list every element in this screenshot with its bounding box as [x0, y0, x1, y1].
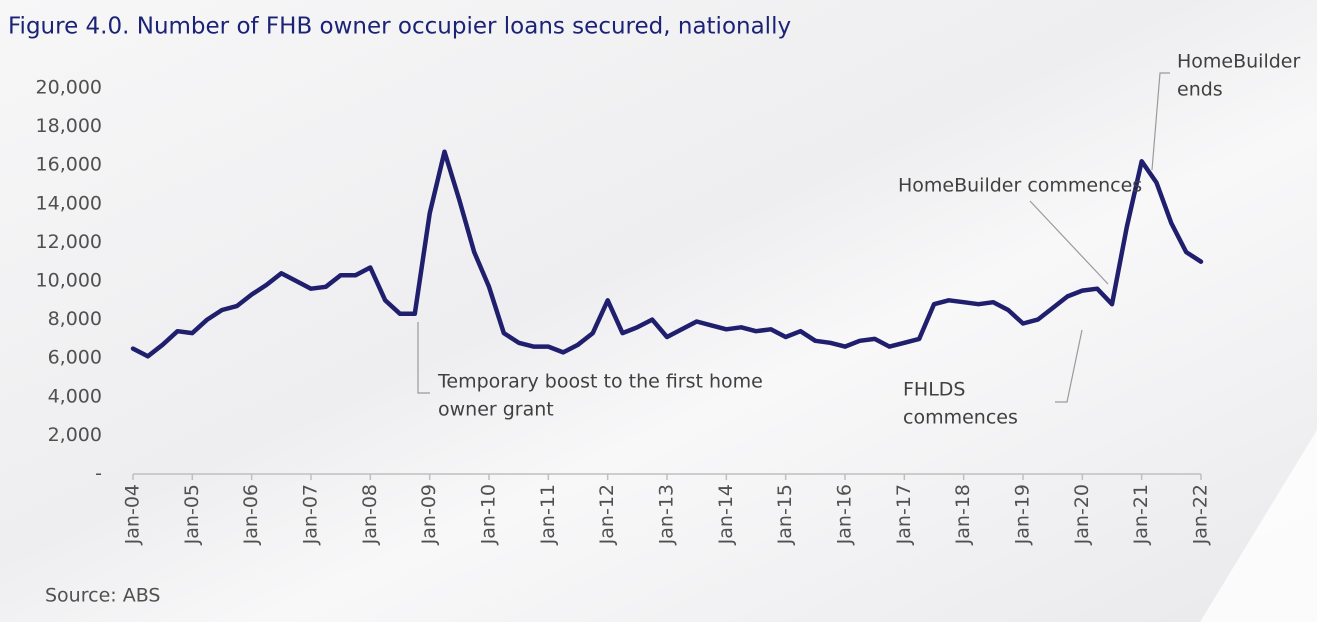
annotation: HomeBuilder commences — [898, 175, 1142, 197]
x-tick-label: Jan-08 — [359, 484, 381, 545]
annotation: ends — [1177, 79, 1223, 101]
x-tick-label: Jan-15 — [774, 484, 796, 545]
y-tick-label: 2,000 — [48, 424, 102, 446]
plot-area: - 2,000 4,000 6,000 8,000 10,000 12,000 14,000 1… — [36, 51, 1301, 546]
x-tick-label: Jan-19 — [1012, 484, 1034, 545]
y-tick-label: 4,000 — [48, 385, 102, 407]
annotation: commences — [903, 407, 1018, 429]
chart-title: Figure 4.0. Number of FHB owner occupier… — [8, 14, 791, 40]
x-tick-label: Jan-06 — [240, 484, 262, 545]
y-tick-label: 16,000 — [36, 154, 102, 176]
x-tick-label: Jan-17 — [893, 484, 915, 545]
x-tick-label: Jan-22 — [1190, 484, 1212, 545]
x-tick-label: Jan-10 — [478, 484, 500, 545]
x-tick-label: Jan-16 — [834, 484, 856, 545]
y-tick-label: 18,000 — [36, 115, 102, 137]
x-tick-label: Jan-20 — [1071, 484, 1093, 545]
series-line — [130, 149, 1204, 359]
y-tick-label: 10,000 — [36, 270, 102, 292]
y-tick-label: 6,000 — [48, 347, 102, 369]
leader-line — [1151, 72, 1170, 171]
annotation: HomeBuilder — [1177, 51, 1300, 73]
x-tick-label: Jan-14 — [715, 484, 737, 545]
x-tick-label: Jan-12 — [596, 484, 618, 545]
x-tick-label: Jan-11 — [537, 484, 559, 545]
x-tick-label: Jan-09 — [418, 484, 440, 545]
x-tick-label: Jan-21 — [1130, 484, 1152, 545]
x-tick-label: Jan-13 — [656, 484, 678, 545]
y-tick-label: 14,000 — [36, 192, 102, 214]
annotation: FHLDS — [903, 379, 966, 401]
x-tick-label: Jan-04 — [122, 484, 144, 545]
y-tick-label: 8,000 — [48, 308, 102, 330]
x-tick-label: Jan-07 — [300, 484, 322, 545]
leader-line — [417, 322, 430, 394]
annotation: owner grant — [438, 399, 554, 421]
leader-line — [1029, 200, 1109, 285]
decor — [1200, 430, 1317, 622]
source: Source: ABS — [45, 585, 160, 607]
leader-line — [1055, 329, 1083, 403]
x-tick-label: Jan-05 — [181, 484, 203, 545]
x-tick-label: Jan-18 — [952, 484, 974, 545]
y-tick-label: 12,000 — [36, 231, 102, 253]
annotation: Temporary boost to the first home — [437, 371, 763, 393]
y-tick-label: - — [95, 463, 102, 485]
y-tick-label: 20,000 — [36, 77, 102, 99]
